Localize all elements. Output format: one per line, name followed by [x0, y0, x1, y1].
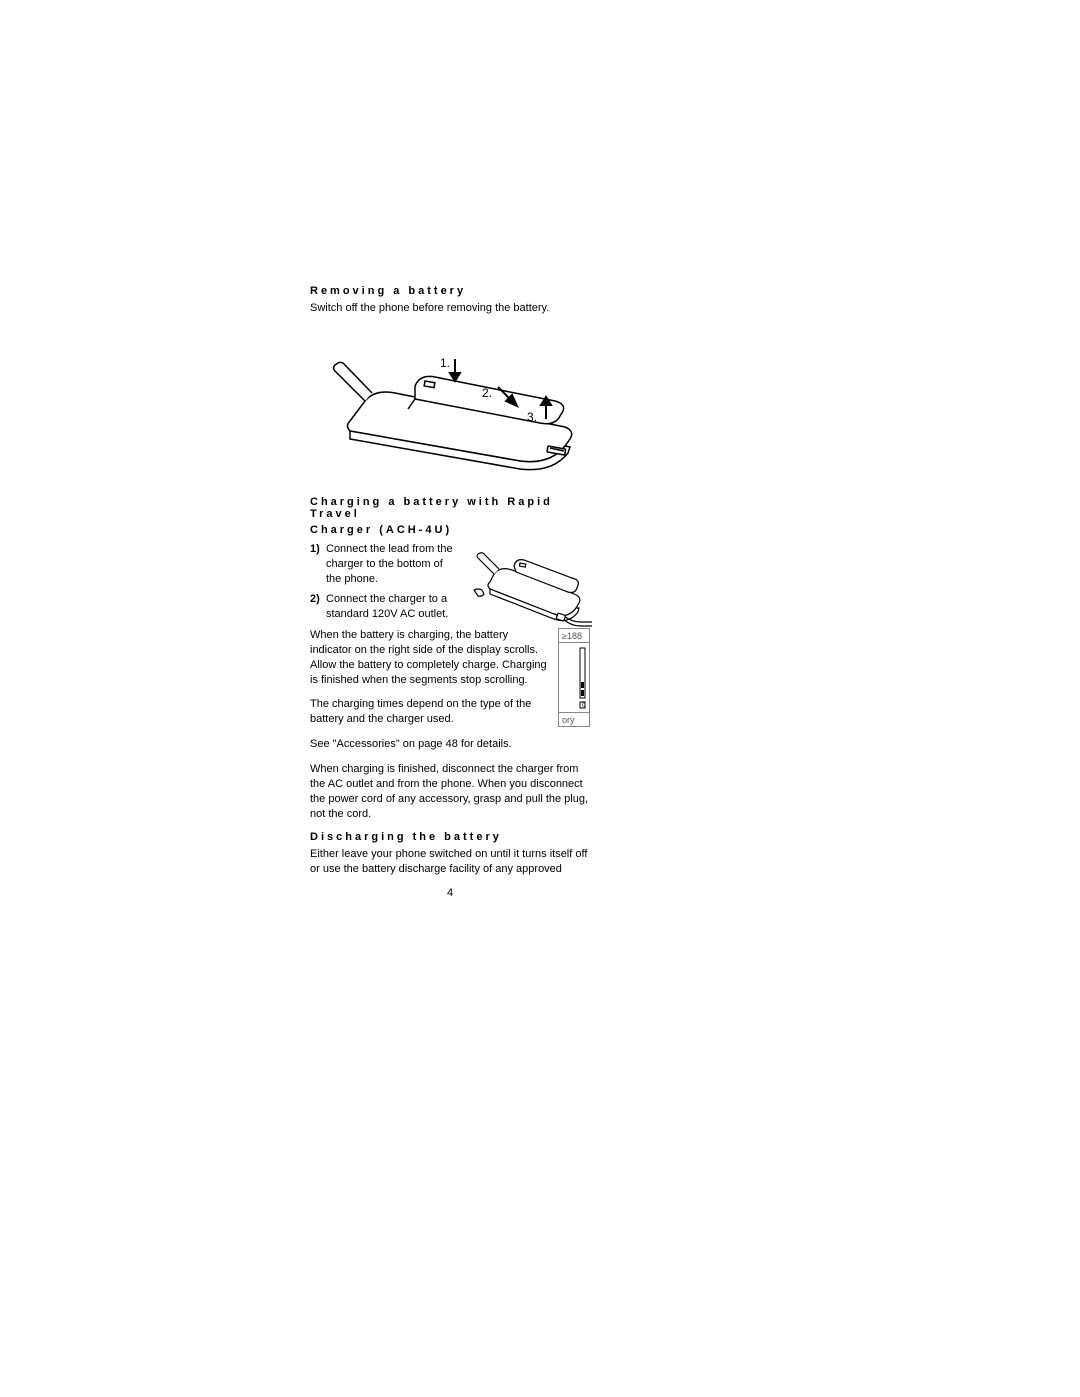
indicator-bottom-text: ory — [562, 715, 575, 725]
heading-charging-line1: Charging a battery with Rapid Travel — [310, 496, 590, 520]
charging-steps-block: 1) Connect the lead from the charger to … — [310, 542, 590, 622]
manual-page: Removing a battery Switch off the phone … — [0, 0, 1080, 1397]
body-removing-battery: Switch off the phone before removing the… — [310, 301, 590, 316]
body-discharging: Either leave your phone switched on unti… — [310, 847, 590, 877]
step-2-num: 2) — [310, 592, 326, 622]
fig1-label-1: 1. — [440, 356, 450, 370]
figure-battery-indicator: ≥188 0 ory — [558, 628, 590, 728]
charging-description-block: When the battery is charging, the batter… — [310, 628, 590, 727]
page-number: 4 — [310, 887, 590, 899]
charging-para4: When charging is finished, disconnect th… — [310, 762, 590, 821]
charging-para3: See "Accessories" on page 48 for details… — [310, 737, 590, 752]
heading-removing-battery: Removing a battery — [310, 285, 590, 297]
indicator-top-text: ≥188 — [562, 631, 582, 641]
heading-charging-line2: Charger (ACH-4U) — [310, 524, 590, 536]
fig1-label-3: 3. — [527, 410, 537, 424]
figure-removing-battery: 1. 2. 3. — [310, 326, 590, 476]
step-1-num: 1) — [310, 542, 326, 587]
charging-para1: When the battery is charging, the batter… — [310, 628, 548, 687]
step-1-text: Connect the lead from the charger to the… — [326, 542, 456, 587]
heading-discharging: Discharging the battery — [310, 831, 590, 843]
content-column: Removing a battery Switch off the phone … — [310, 285, 590, 899]
figure-charger — [472, 542, 592, 632]
charging-para2: The charging times depend on the type of… — [310, 697, 548, 727]
fig1-label-2: 2. — [482, 386, 492, 400]
step-2-text: Connect the charger to a standard 120V A… — [326, 592, 456, 622]
